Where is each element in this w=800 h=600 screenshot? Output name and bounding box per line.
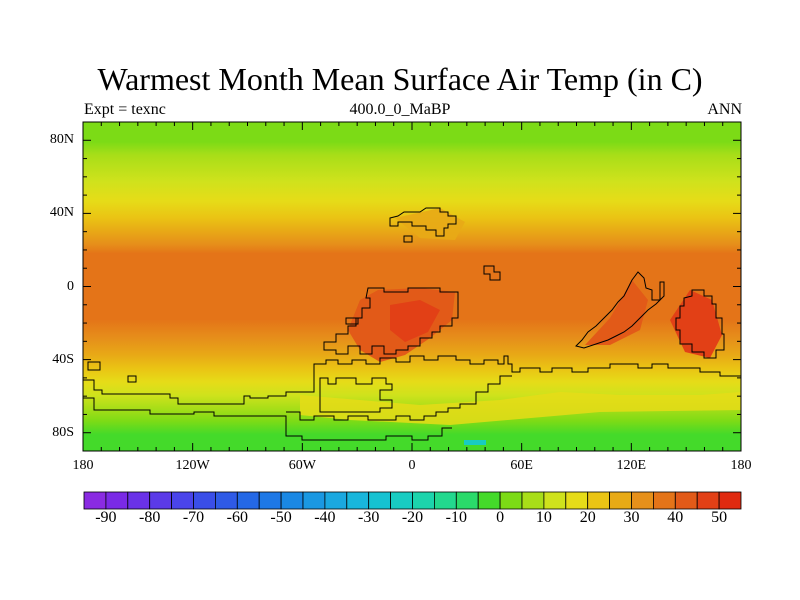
colorbar-swatch [674,491,698,510]
colorbar-swatch [412,491,435,510]
coastline-gondwana [323,287,459,355]
lon-tick-label: 60W [288,458,316,473]
lat-tick-label: 40S [52,351,74,367]
colorbar-swatch [477,491,501,510]
colorbar-tick-label: 40 [667,509,684,526]
colorbar-tick-label: -50 [270,509,292,526]
lon-tick-label: 0 [408,458,416,473]
colorbar-tick-label: 0 [496,509,505,526]
hot-region-australia [670,290,722,358]
colorbar-tick-label: -40 [314,509,336,526]
lon-tick-label: 60E [510,458,533,473]
coastline-outlines [83,207,741,441]
lon-tick-label: 180 [730,458,752,473]
colorbar-tick-label: -80 [139,509,161,526]
experiment-label: Expt = texnc [84,101,166,118]
colorbar-swatch [433,491,457,510]
colorbar-tick-label: -70 [182,509,205,526]
coastline-west-islet-b [127,375,137,383]
hot-region-india [585,280,648,345]
colorbar-swatch [236,491,260,510]
colorbar-swatch [543,491,567,510]
lon-tick-label: 180 [72,458,94,473]
colorbar-swatch [149,491,172,510]
coastline-south-west [83,397,452,441]
colorbar-swatch [521,491,545,510]
colorbar-swatch [653,491,676,510]
lat-tick-label: 0 [67,278,74,294]
colorbar-tick-label: 50 [711,509,728,526]
axis-ticks [82,121,742,452]
colorbar-tick-label: -60 [226,509,248,526]
lon-tick-label: 120E [616,458,647,473]
coastline-australia [675,289,725,359]
coastline-india [575,271,665,349]
colorbar-swatch [127,491,151,510]
coastline-gondwana-inlet [345,317,359,325]
colorbar-swatch [718,491,742,510]
colorbar-tick-label: -30 [358,509,380,526]
colorbar-swatch [696,491,720,510]
coastline-north [389,207,457,237]
colorbar-swatch [368,491,392,510]
hot-core-africa [390,300,440,342]
colorbar-swatch [609,491,632,510]
lat-tick-label: 40N [49,205,74,221]
colorbar-swatch [258,491,282,510]
coastline-south-main [83,355,741,405]
age-label: 400.0_0_MaBP [349,101,451,118]
colorbar-tick-label: -20 [401,509,424,526]
colorbar-swatch [499,491,523,510]
colorbar-swatch [455,491,479,510]
colorbar-swatch [280,491,304,510]
coastline-north-islet [403,235,413,243]
season-label: ANN [707,101,742,118]
colorbar-swatch [390,491,413,510]
colorbar-swatch [302,491,326,510]
colorbar-tick-label: -10 [445,509,467,526]
map-title: Warmest Month Mean Surface Air Temp (in … [97,61,703,97]
coastline-west-islet-a [87,361,101,371]
colorbar-swatch [83,491,107,510]
lat-tick-label: 80S [52,424,74,440]
colorbar-swatch [346,491,370,510]
colorbar-swatch [324,491,348,510]
colorbar [83,491,742,510]
coastline-east-islet [483,265,501,281]
colorbar-swatch [587,491,611,510]
colorbar-swatch [193,491,216,510]
colorbar-swatch [105,491,129,510]
colorbar-swatch [565,491,589,510]
colorbar-tick-label: 20 [579,509,596,526]
cold-spot [464,440,486,445]
colorbar-swatch [171,491,194,510]
colorbar-tick-label: -90 [95,509,117,526]
coastline-south-lower [286,375,512,421]
colorbar-swatch [214,491,238,510]
colorbar-tick-label: 10 [535,509,552,526]
coastline-south-interior [319,377,393,413]
colorbar-tick-label: 30 [623,509,640,526]
lon-tick-label: 120W [175,458,210,473]
lat-tick-label: 80N [49,132,74,148]
colorbar-swatch [631,491,654,510]
